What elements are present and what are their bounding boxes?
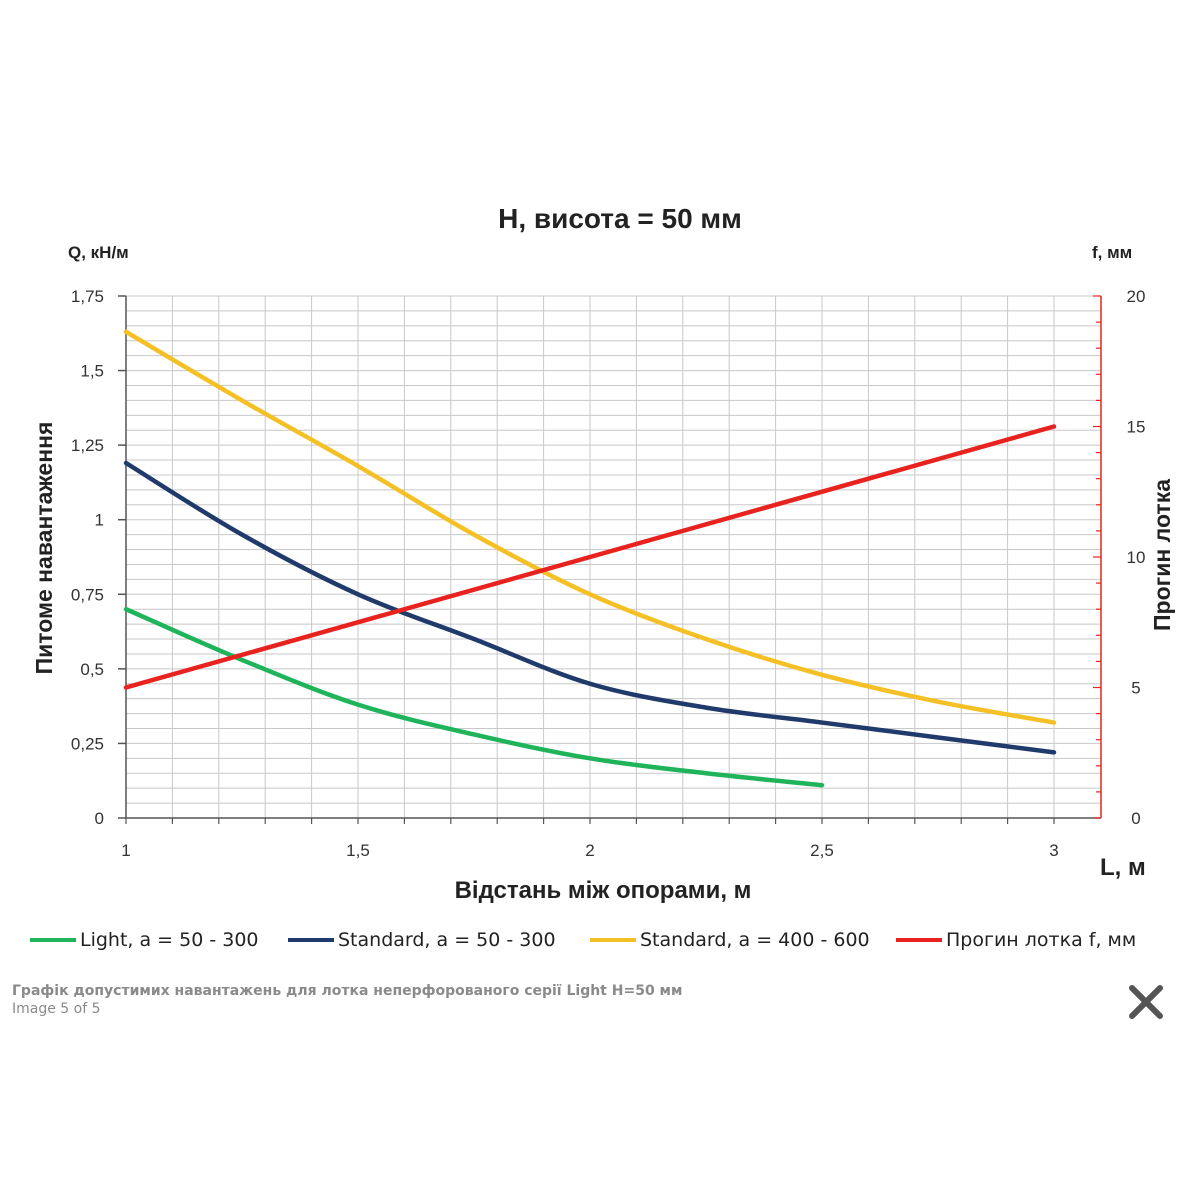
y-left-label: Питоме навантаження [31,422,57,675]
series-group [123,329,1057,788]
chart-text: H, висота = 50 мм Q, кН/м f, мм Питоме н… [31,203,1175,904]
y-left-tick-label: 1,5 [80,362,104,381]
image-counter: Image 5 of 5 [12,1001,101,1017]
x-tick-label: 3 [1049,841,1058,860]
y-left-tick-label: 0 [95,809,104,828]
y-left-tick-label: 0,5 [80,660,104,679]
x-tick-label: 1,5 [346,841,370,860]
close-button[interactable] [1124,980,1168,1024]
chart-title: H, висота = 50 мм [498,203,742,234]
legend-item-standard-400-600: Standard, a = 400 - 600 [590,925,870,955]
caption-title: Графік допустимих навантажень для лотка … [12,983,683,999]
grid [126,295,1101,818]
x-label: Відстань між опорами, м [455,877,752,904]
axes: 0 0,25 0,5 0,75 1 1,25 1,5 1,75 0 5 10 15 20 1 1,5 2 2,5… [71,287,1146,860]
y-left-tick-label: 0,75 [71,585,104,604]
series-deflection [123,424,1057,690]
legend-item-standard-50-300: Standard, a = 50 - 300 [288,925,556,955]
x-tick-label: 1 [121,841,130,860]
legend-label-standard-400-600: Standard, a = 400 - 600 [640,929,870,951]
x-unit-label: L, м [1100,854,1146,881]
series-light [123,606,825,788]
legend-swatch-light [30,938,76,942]
image-caption: Графік допустимих навантажень для лотка … [12,982,682,1018]
legend-label-light: Light, a = 50 - 300 [80,929,259,951]
y-right-tick-label: 0 [1131,809,1140,828]
y-right-tick-label: 10 [1127,548,1146,567]
legend-swatch-deflection [896,938,942,942]
legend-swatch-standard-50-300 [288,938,334,942]
legend-swatch-standard-400-600 [590,938,636,942]
close-icon [1129,985,1163,1019]
y-left-tick-label: 0,25 [71,734,104,753]
legend-item-deflection: Прогин лотка f, мм [896,925,1136,955]
y-left-unit: Q, кН/м [68,243,129,262]
y-right-unit: f, мм [1092,243,1132,262]
legend-label-deflection: Прогин лотка f, мм [946,929,1137,951]
y-right-tick-label: 20 [1127,287,1146,306]
legend-label-standard-50-300: Standard, a = 50 - 300 [338,929,556,951]
y-left-tick-label: 1 [95,511,104,530]
y-right-tick-label: 15 [1127,418,1146,437]
y-left-tick-label: 1,75 [71,287,104,306]
y-right-label: Прогин лотка [1149,479,1175,631]
series-standard-400-600 [123,329,1057,725]
y-right-tick-label: 5 [1131,679,1140,698]
y-left-tick-label: 1,25 [71,436,104,455]
x-tick-label: 2,5 [810,841,834,860]
legend-item-light: Light, a = 50 - 300 [30,925,259,955]
series-standard-50-300 [123,460,1057,755]
x-tick-label: 2 [585,841,594,860]
